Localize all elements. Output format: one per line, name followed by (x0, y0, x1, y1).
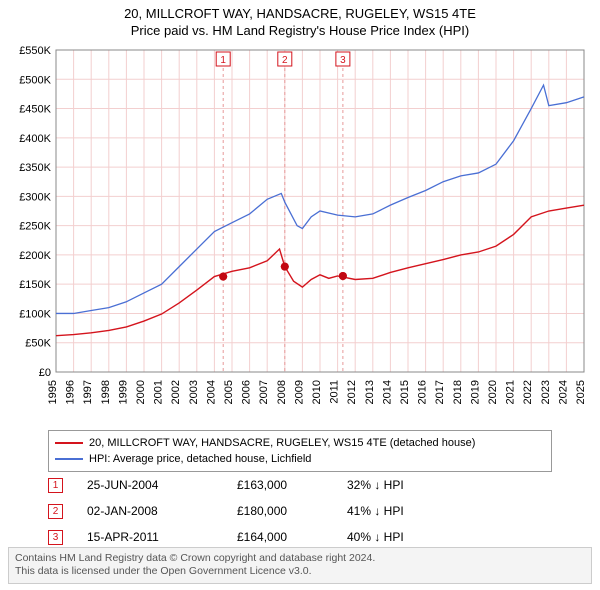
svg-text:1997: 1997 (82, 380, 94, 404)
sale-pct-2: 41% ↓ HPI (347, 504, 404, 518)
svg-text:£500K: £500K (19, 74, 51, 86)
svg-text:1995: 1995 (47, 380, 59, 404)
svg-text:3: 3 (340, 55, 346, 66)
svg-text:2008: 2008 (276, 380, 288, 404)
svg-text:2007: 2007 (258, 380, 270, 404)
legend-box: 20, MILLCROFT WAY, HANDSACRE, RUGELEY, W… (48, 430, 552, 472)
sale-marker-3: 3 (48, 530, 63, 545)
svg-text:£50K: £50K (25, 338, 51, 350)
svg-text:2006: 2006 (241, 380, 253, 404)
svg-text:2019: 2019 (469, 380, 481, 404)
legend-row-hpi: HPI: Average price, detached house, Lich… (55, 451, 545, 467)
svg-text:2017: 2017 (434, 380, 446, 404)
sale-pct-1: 32% ↓ HPI (347, 478, 404, 492)
svg-text:2013: 2013 (364, 380, 376, 404)
sale-date-3: 15-APR-2011 (87, 530, 237, 544)
svg-text:2005: 2005 (223, 380, 235, 404)
chart-title-block: 20, MILLCROFT WAY, HANDSACRE, RUGELEY, W… (0, 0, 600, 38)
legend-swatch-hpi (55, 458, 83, 460)
svg-text:2001: 2001 (153, 380, 165, 404)
svg-text:2020: 2020 (487, 380, 499, 404)
legend-label-price-paid: 20, MILLCROFT WAY, HANDSACRE, RUGELEY, W… (89, 435, 475, 451)
sale-marker-num-1: 1 (53, 480, 59, 491)
sales-row-2: 2 02-JAN-2008 £180,000 41% ↓ HPI (48, 498, 552, 524)
svg-text:2010: 2010 (311, 380, 323, 404)
footer-line-2: This data is licensed under the Open Gov… (15, 565, 585, 579)
svg-text:2024: 2024 (557, 380, 569, 404)
chart-area: £0 £50K £100K £150K £200K £250K £300K £350K £400… (8, 44, 592, 424)
svg-text:2016: 2016 (417, 380, 429, 404)
svg-text:2018: 2018 (452, 380, 464, 404)
svg-text:£100K: £100K (19, 308, 51, 320)
svg-text:2004: 2004 (205, 380, 217, 404)
svg-text:2022: 2022 (522, 380, 534, 404)
svg-text:2003: 2003 (188, 380, 200, 404)
svg-text:1: 1 (220, 55, 226, 66)
sales-table: 1 25-JUN-2004 £163,000 32% ↓ HPI 2 02-JA… (48, 472, 552, 550)
svg-text:1999: 1999 (117, 380, 129, 404)
svg-text:£300K: £300K (19, 191, 51, 203)
svg-text:£450K: £450K (19, 104, 51, 116)
svg-text:2002: 2002 (170, 380, 182, 404)
legend-row-price-paid: 20, MILLCROFT WAY, HANDSACRE, RUGELEY, W… (55, 435, 545, 451)
svg-text:£550K: £550K (19, 45, 51, 57)
svg-text:£400K: £400K (19, 133, 51, 145)
sale-price-2: £180,000 (237, 504, 347, 518)
title-address: 20, MILLCROFT WAY, HANDSACRE, RUGELEY, W… (0, 6, 600, 21)
svg-text:2021: 2021 (505, 380, 517, 404)
sale-price-1: £163,000 (237, 478, 347, 492)
title-subtitle: Price paid vs. HM Land Registry's House … (0, 23, 600, 38)
svg-text:£250K: £250K (19, 221, 51, 233)
svg-text:1998: 1998 (100, 380, 112, 404)
svg-text:£350K: £350K (19, 162, 51, 174)
svg-text:£0: £0 (39, 367, 51, 379)
sale-price-3: £164,000 (237, 530, 347, 544)
svg-text:2011: 2011 (329, 380, 341, 404)
svg-text:2025: 2025 (575, 380, 587, 404)
sale-pct-3: 40% ↓ HPI (347, 530, 404, 544)
sale-marker-num-2: 2 (53, 506, 59, 517)
svg-text:2015: 2015 (399, 380, 411, 404)
svg-text:2023: 2023 (540, 380, 552, 404)
sale-date-1: 25-JUN-2004 (87, 478, 237, 492)
attribution-footer: Contains HM Land Registry data © Crown c… (8, 547, 592, 584)
sale-date-2: 02-JAN-2008 (87, 504, 237, 518)
svg-text:2012: 2012 (346, 380, 358, 404)
svg-text:£150K: £150K (19, 279, 51, 291)
sales-row-1: 1 25-JUN-2004 £163,000 32% ↓ HPI (48, 472, 552, 498)
sale-marker-1: 1 (48, 478, 63, 493)
svg-text:2014: 2014 (381, 380, 393, 404)
svg-text:2009: 2009 (293, 380, 305, 404)
svg-text:£200K: £200K (19, 250, 51, 262)
legend-label-hpi: HPI: Average price, detached house, Lich… (89, 451, 311, 467)
legend-swatch-price-paid (55, 442, 83, 444)
sale-marker-2: 2 (48, 504, 63, 519)
sale-marker-num-3: 3 (53, 532, 59, 543)
footer-line-1: Contains HM Land Registry data © Crown c… (15, 552, 585, 566)
svg-text:1996: 1996 (65, 380, 77, 404)
line-chart-svg: £0 £50K £100K £150K £200K £250K £300K £350K £400… (8, 44, 592, 424)
svg-text:2000: 2000 (135, 380, 147, 404)
svg-text:2: 2 (282, 55, 288, 66)
